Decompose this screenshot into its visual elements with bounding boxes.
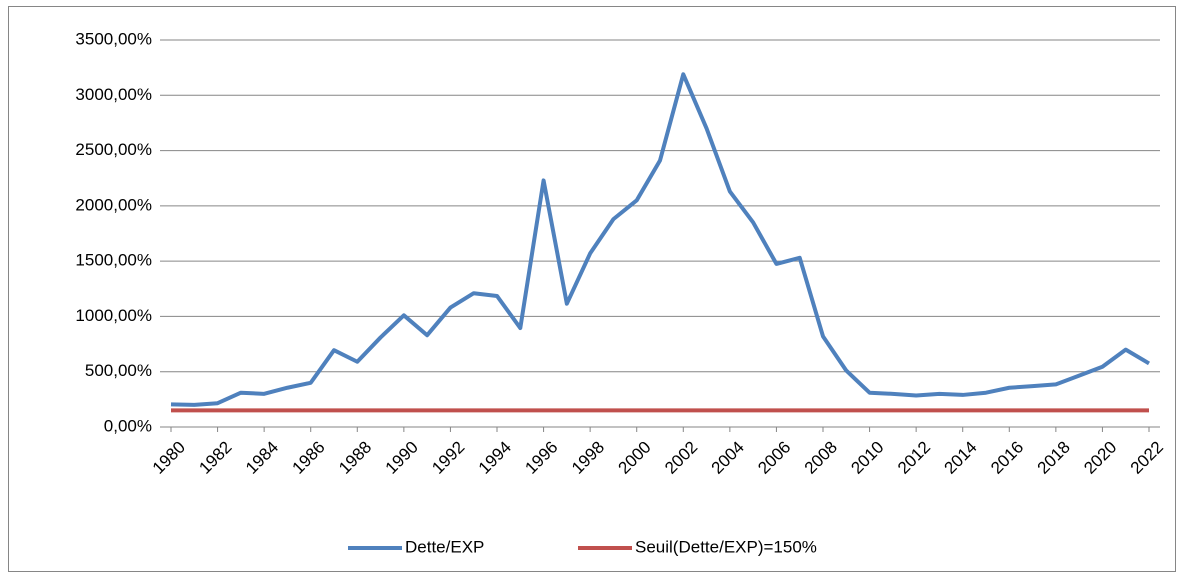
legend-label: Seuil(Dette/EXP)=150% — [635, 537, 817, 556]
y-tick-label: 500,00% — [85, 361, 152, 380]
y-tick-label: 0,00% — [104, 416, 152, 435]
y-tick-label: 1500,00% — [75, 251, 152, 270]
y-tick-label: 2500,00% — [75, 140, 152, 159]
legend-label: Dette/EXP — [405, 537, 484, 556]
data-line — [170, 72, 1151, 407]
y-tick-label: 3500,00% — [75, 29, 152, 48]
y-tick-label: 3000,00% — [75, 85, 152, 104]
y-tick-label: 1000,00% — [75, 306, 152, 325]
y-tick-label: 2000,00% — [75, 195, 152, 214]
chart-border — [8, 6, 1176, 572]
